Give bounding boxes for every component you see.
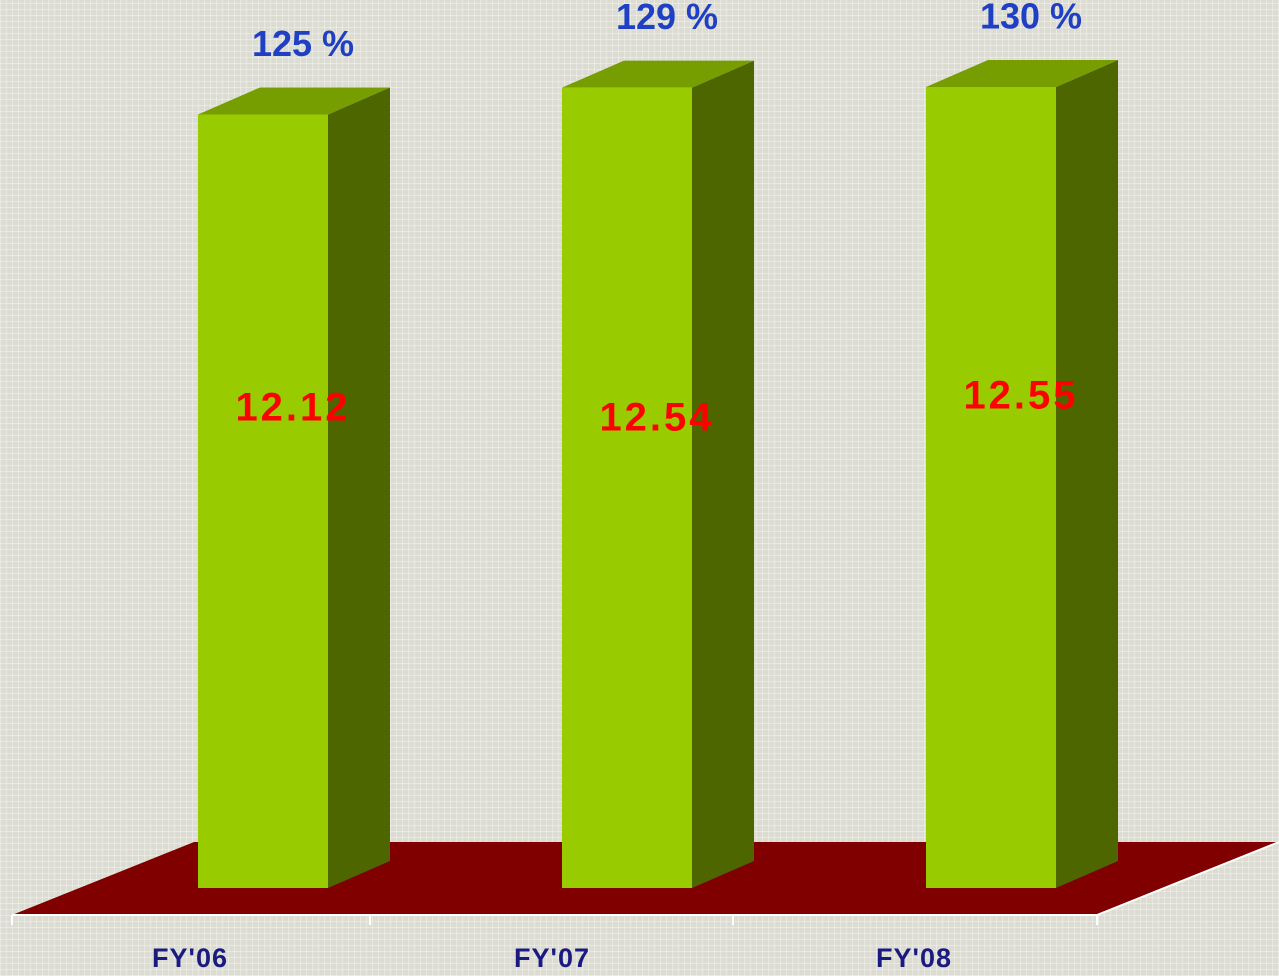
bar bbox=[562, 60, 754, 889]
bar-top bbox=[198, 87, 390, 115]
value-label: 12.54 bbox=[599, 396, 714, 440]
bar bbox=[198, 87, 390, 888]
percent-label: 130 % bbox=[980, 0, 1082, 37]
bar-side bbox=[1056, 60, 1118, 888]
axis-edge bbox=[1096, 841, 1279, 916]
value-label: 12.12 bbox=[235, 386, 350, 430]
bar-side bbox=[692, 60, 754, 889]
value-label: 12.55 bbox=[963, 374, 1078, 418]
percent-label: 125 % bbox=[252, 23, 354, 64]
bar-top bbox=[926, 60, 1118, 87]
bar-top bbox=[562, 60, 754, 88]
x-tick-label: FY'06 bbox=[152, 943, 228, 973]
bar-front bbox=[198, 114, 328, 888]
percent-label: 129 % bbox=[616, 0, 718, 37]
x-tick-label: FY'07 bbox=[514, 943, 590, 973]
bar bbox=[926, 60, 1118, 888]
bar-front bbox=[562, 87, 692, 888]
x-tick-label: FY'08 bbox=[876, 943, 952, 973]
bar-front bbox=[926, 87, 1056, 888]
bar-side bbox=[328, 87, 390, 888]
